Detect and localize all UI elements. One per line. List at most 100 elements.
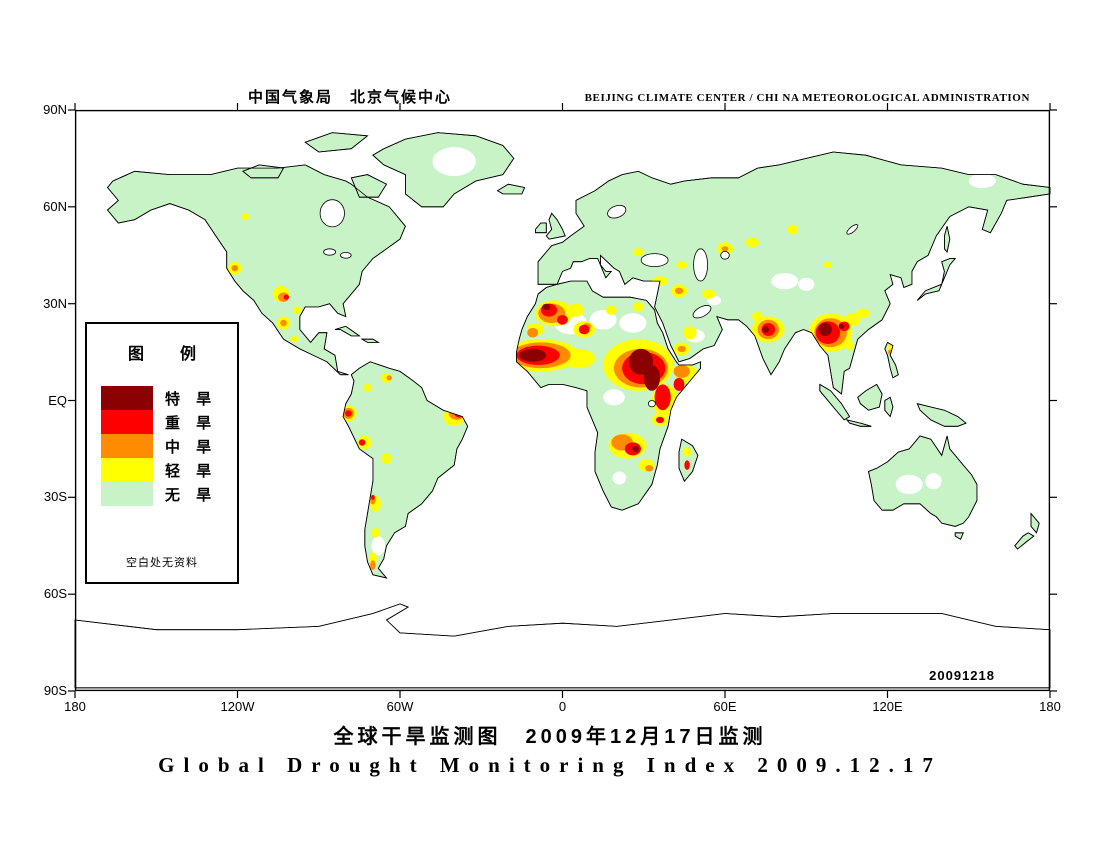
lake-lake-baikal bbox=[846, 224, 859, 235]
drought-region-level-1 bbox=[632, 248, 644, 256]
drought-region-level-1 bbox=[290, 336, 299, 343]
legend-swatch bbox=[101, 458, 153, 482]
drought-region-level-3 bbox=[578, 324, 590, 335]
legend-label: 轻 旱 bbox=[165, 462, 218, 480]
legend-row: 特 旱 bbox=[101, 386, 237, 410]
drought-region-level-1 bbox=[683, 447, 692, 457]
no-data-patch bbox=[603, 389, 625, 406]
map-title-cn: 全球干旱监测图 2009年12月17日监测 bbox=[333, 726, 767, 748]
drought-region-level-1 bbox=[632, 302, 644, 312]
drought-region-level-2 bbox=[677, 345, 686, 353]
legend-label: 重 旱 bbox=[165, 414, 218, 432]
legend-row: 轻 旱 bbox=[101, 458, 237, 482]
lake-baltic-sea bbox=[607, 204, 627, 219]
lat-label: 60S bbox=[43, 586, 67, 602]
lon-label: 180 bbox=[1039, 699, 1061, 714]
legend-box: 图 例 特 旱重 旱中 旱轻 旱无 旱 空白处无资料 bbox=[85, 322, 239, 584]
drought-region-level-2 bbox=[674, 287, 684, 294]
lake-black-sea bbox=[640, 253, 669, 268]
agency-title-cn: 中国气象局 北京气候中心 bbox=[247, 89, 452, 106]
map-area: 90N 60N 30N EQ 30S 60S 90S 180 120W 60W 0 60E 120E 1… bbox=[43, 103, 1061, 715]
drought-region-level-4 bbox=[643, 365, 661, 391]
drought-region-level-1 bbox=[823, 261, 833, 269]
drought-region-level-4 bbox=[632, 445, 639, 453]
legend-swatch bbox=[101, 410, 153, 434]
legend-label: 无 旱 bbox=[165, 486, 218, 504]
drought-region-level-2 bbox=[386, 375, 392, 381]
drought-region-level-2 bbox=[721, 246, 729, 252]
drought-region-level-1 bbox=[363, 383, 372, 392]
drought-region-level-1 bbox=[368, 552, 377, 566]
legend-title: 图 例 bbox=[127, 346, 206, 363]
drought-region-level-3 bbox=[684, 460, 690, 470]
drought-region-level-1 bbox=[844, 313, 861, 327]
lon-label: 180 bbox=[64, 699, 86, 714]
drought-region-level-1 bbox=[683, 326, 697, 340]
drought-region-level-1 bbox=[787, 224, 799, 235]
drought-region-level-1 bbox=[241, 213, 250, 220]
lat-label: 90N bbox=[43, 102, 67, 117]
lake-lake-victoria bbox=[648, 400, 656, 408]
legend-row: 重 旱 bbox=[101, 410, 237, 434]
legend-swatch bbox=[101, 386, 153, 410]
legend-label: 中 旱 bbox=[165, 438, 218, 456]
drought-region-level-4 bbox=[542, 303, 551, 311]
lon-label: 60W bbox=[386, 699, 414, 714]
agency-title-en: BEIJING CLIMATE CENTER / CHI NA METEOROL… bbox=[584, 92, 1030, 104]
drought-region-level-2 bbox=[673, 364, 690, 378]
drought-region-level-1 bbox=[293, 306, 302, 314]
legend-items: 特 旱重 旱中 旱轻 旱无 旱 bbox=[101, 386, 237, 506]
map-frame bbox=[74, 109, 1051, 692]
legend-row: 无 旱 bbox=[101, 482, 237, 506]
drought-region-level-1 bbox=[702, 289, 716, 299]
no-data-patch bbox=[895, 474, 923, 495]
drought-region-level-1 bbox=[567, 303, 585, 317]
drought-region-level-2 bbox=[645, 465, 654, 472]
lake-caspian-sea bbox=[693, 248, 708, 282]
drought-region-level-4 bbox=[519, 348, 547, 362]
date-stamp: 20091218 bbox=[929, 668, 995, 683]
drought-region-level-1 bbox=[676, 261, 688, 269]
legend-swatch bbox=[101, 434, 153, 458]
drought-region-level-1 bbox=[381, 453, 392, 464]
legend-label: 特 旱 bbox=[165, 390, 218, 408]
drought-region-level-4 bbox=[818, 323, 832, 336]
drought-region-level-1 bbox=[562, 348, 596, 369]
lake-great-lakes-west bbox=[323, 248, 337, 256]
legend-note: 空白处无资料 bbox=[126, 557, 198, 569]
lat-label: 30N bbox=[43, 295, 67, 311]
lat-label: EQ bbox=[48, 392, 67, 408]
legend-row: 中 旱 bbox=[101, 434, 237, 458]
lake-great-lakes-east bbox=[339, 252, 352, 259]
no-data-patch bbox=[925, 473, 942, 490]
drought-region-level-3 bbox=[655, 416, 665, 424]
drought-region-level-2 bbox=[370, 560, 376, 570]
drought-region-level-4 bbox=[762, 326, 769, 333]
no-data-patch bbox=[371, 536, 386, 556]
drought-region-level-1 bbox=[745, 237, 759, 248]
world-map bbox=[68, 103, 1057, 698]
drought-region-level-2 bbox=[527, 327, 539, 338]
legend-swatch bbox=[101, 482, 153, 506]
lon-label: 60E bbox=[713, 699, 737, 714]
lat-label: 90S bbox=[43, 683, 67, 698]
drought-region-level-3 bbox=[673, 377, 685, 391]
lon-label: 120E bbox=[872, 699, 903, 714]
drought-region-level-2 bbox=[231, 265, 239, 272]
no-data-patch bbox=[619, 313, 647, 333]
lake-persian-gulf bbox=[692, 305, 712, 319]
drought-region-level-3 bbox=[371, 494, 375, 500]
drought-region-level-4 bbox=[838, 323, 845, 329]
no-data-patch bbox=[771, 273, 799, 290]
no-data-patch bbox=[612, 471, 627, 485]
map-title-en: Global Drought Monitoring Index 2009.12.… bbox=[158, 753, 942, 777]
no-data-patch bbox=[589, 310, 617, 330]
lon-label: 120W bbox=[220, 699, 255, 714]
lon-label: 0 bbox=[558, 699, 567, 714]
lake-aral-sea bbox=[720, 251, 730, 260]
drought-region-level-1 bbox=[371, 528, 380, 538]
lat-label: 60N bbox=[43, 198, 67, 214]
drought-region-level-3 bbox=[654, 384, 671, 411]
drought-region-level-3 bbox=[345, 410, 352, 417]
